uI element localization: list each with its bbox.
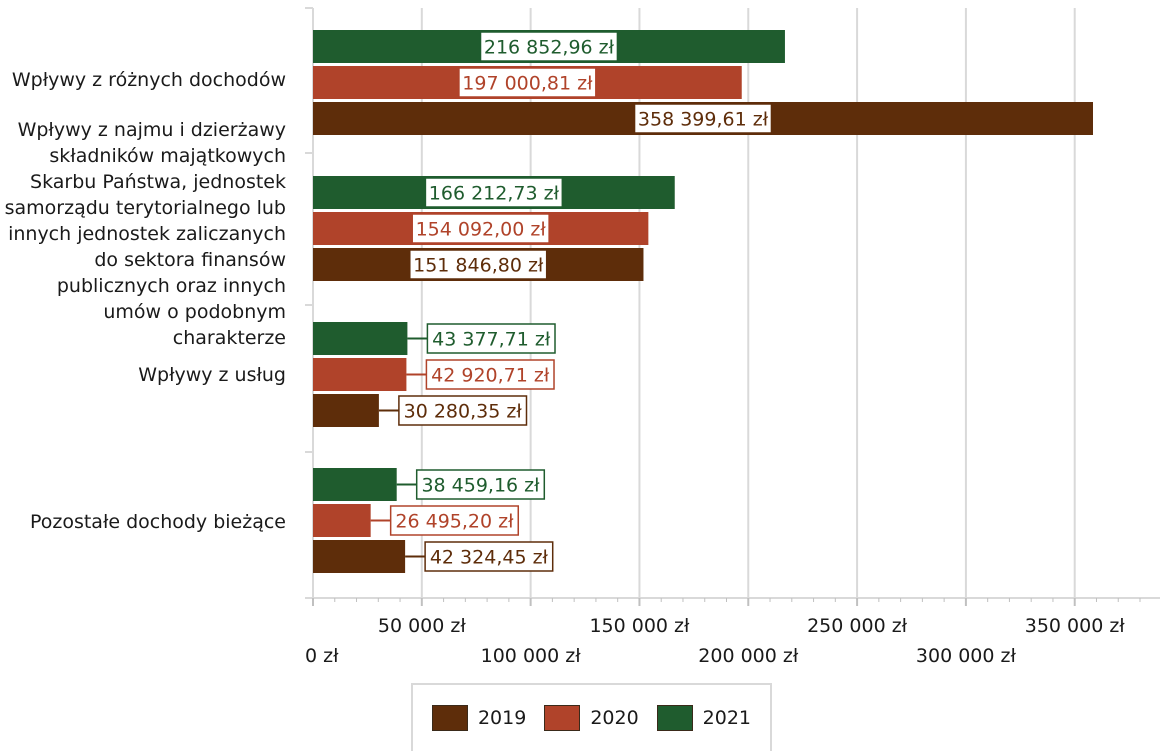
data-label: 42 324,45 zł (430, 547, 549, 569)
category-label: Wpływy z różnych dochodów (11, 69, 286, 91)
legend-swatch (656, 705, 693, 731)
legend-swatch (431, 705, 468, 731)
category-label: Wpływy z najmu i dzierżawy składników ma… (4, 119, 286, 349)
x-tick-label: 0 zł (305, 645, 339, 667)
data-label-box (479, 31, 619, 62)
legend-label: 2021 (702, 707, 752, 729)
data-label-box (458, 67, 597, 98)
data-label-box (415, 469, 546, 500)
data-label-box (424, 541, 554, 572)
data-label: 30 280,35 zł (404, 401, 523, 423)
data-label: 38 459,16 zł (421, 475, 540, 497)
x-tick-label: 250 000 zł (807, 615, 908, 637)
legend-item-2020: 2020 (544, 705, 639, 731)
data-label-box (426, 323, 556, 354)
legend: 2019 2020 2021 (411, 683, 772, 751)
data-label-box (398, 395, 528, 426)
data-label: 42 920,71 zł (431, 365, 550, 387)
data-label-box (409, 249, 548, 280)
bar-2020-2 (313, 358, 407, 391)
bar-2019-3 (313, 540, 406, 573)
x-tick-label: 100 000 zł (480, 645, 581, 667)
data-label: 358 399,61 zł (638, 109, 769, 131)
x-tick-label: 300 000 zł (915, 645, 1016, 667)
data-label: 197 000,81 zł (462, 73, 593, 95)
data-label: 166 212,73 zł (429, 183, 560, 205)
data-label: 26 495,20 zł (395, 511, 514, 533)
legend-item-2019: 2019 (431, 705, 527, 731)
data-label-box (411, 213, 550, 244)
data-label: 151 846,80 zł (413, 255, 544, 277)
data-label: 43 377,71 zł (432, 329, 551, 351)
x-tick-label: 50 000 zł (377, 615, 466, 637)
bar-2021-2 (313, 322, 408, 355)
bar-2021-3 (313, 468, 397, 501)
x-tick-label: 200 000 zł (698, 645, 799, 667)
data-label: 154 092,00 zł (416, 219, 547, 241)
data-label-box (389, 505, 520, 536)
category-label: Wpływy z usług (138, 364, 286, 386)
category-label: Pozostałe dochody bieżące (29, 511, 286, 533)
data-label-box (425, 359, 555, 390)
legend-item-2021: 2021 (656, 705, 752, 731)
data-label: 216 852,96 zł (484, 37, 615, 59)
legend-label: 2019 (477, 707, 527, 729)
x-tick-label: 350 000 zł (1024, 615, 1125, 637)
x-tick-label: 150 000 zł (589, 615, 690, 637)
bar-chart: 216 852,96 zł 166 212,73 zł 43 377,71 zł 38… (305, 7, 1160, 606)
legend-swatch (544, 705, 581, 731)
bar-2019-2 (313, 394, 379, 427)
data-label-box (633, 103, 773, 134)
data-label-box (424, 177, 564, 208)
legend-label: 2020 (590, 707, 639, 729)
bar-2020-3 (313, 504, 371, 537)
